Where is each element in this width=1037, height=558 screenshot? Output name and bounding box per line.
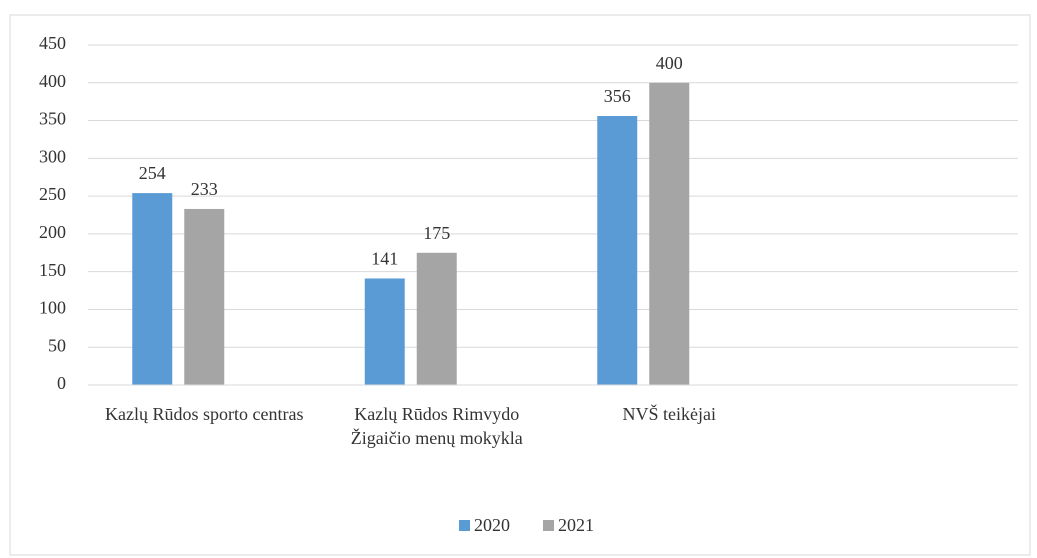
- y-tick-label: 250: [39, 184, 66, 204]
- x-tick-label: NVŠ teikėjai: [622, 404, 716, 424]
- legend-swatch: [459, 520, 470, 531]
- data-label: 141: [371, 249, 398, 269]
- bar: [364, 278, 405, 385]
- y-tick-label: 200: [39, 222, 66, 242]
- data-label: 356: [604, 86, 631, 106]
- legend-label: 2020: [474, 515, 510, 535]
- y-tick-label: 150: [39, 260, 66, 280]
- y-tick-label: 50: [48, 335, 66, 355]
- x-tick-label: Kazlų Rūdos sporto centras: [105, 404, 304, 424]
- data-label: 175: [423, 223, 450, 243]
- bar: [649, 82, 690, 386]
- bar: [416, 252, 457, 385]
- legend-label: 2021: [558, 515, 594, 535]
- y-tick-label: 450: [39, 33, 66, 53]
- y-tick-label: 0: [57, 373, 66, 393]
- bar: [184, 208, 225, 385]
- legend-swatch: [543, 520, 554, 531]
- y-tick-label: 300: [39, 146, 66, 166]
- bar: [597, 116, 638, 386]
- y-tick-label: 400: [39, 71, 66, 91]
- data-label: 400: [656, 53, 683, 73]
- chart-border: [9, 14, 1031, 556]
- data-label: 233: [191, 179, 218, 199]
- bar: [132, 193, 173, 385]
- y-tick-label: 350: [39, 109, 66, 129]
- x-tick-label: Kazlų Rūdos Rimvydo Žigaičio menų mokykl…: [350, 404, 523, 448]
- data-label: 254: [139, 163, 166, 183]
- y-tick-label: 100: [39, 298, 66, 318]
